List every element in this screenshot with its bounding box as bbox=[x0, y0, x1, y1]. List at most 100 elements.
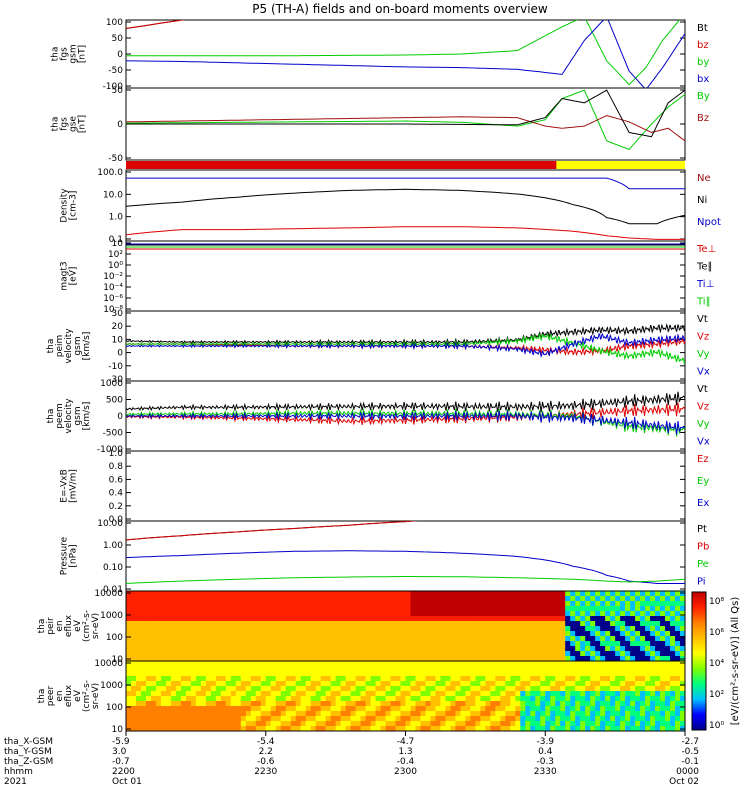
peer-spectrogram-cell bbox=[126, 706, 132, 712]
peir-spectrogram-cell bbox=[335, 651, 342, 657]
peer-spectrogram-cell bbox=[420, 696, 426, 702]
peir-spectrogram-cell bbox=[455, 611, 461, 617]
peer-spectrogram-cell bbox=[300, 661, 307, 667]
peir-spectrogram-cell bbox=[530, 641, 536, 647]
peer-spectrogram-cell bbox=[330, 686, 337, 692]
peir-spectrogram-cell bbox=[275, 596, 282, 602]
peir-spectrogram-cell bbox=[325, 596, 332, 602]
peer-spectrogram-cell bbox=[495, 686, 501, 692]
peer-spectrogram-cell bbox=[530, 716, 536, 722]
peir-spectrogram-cell bbox=[365, 646, 372, 652]
peer-spectrogram-cell bbox=[605, 706, 611, 712]
peer-spectrogram-cell bbox=[210, 691, 217, 697]
peim-velocity-ylabel: tha peim velocity gsm [km/s] bbox=[46, 328, 92, 364]
peer-spectrogram-ylabel-line: sr-eV) bbox=[91, 683, 101, 709]
peir-spectrogram-cell bbox=[505, 636, 511, 642]
peer-spectrogram-cell bbox=[370, 681, 377, 687]
peer-spectrogram-cell bbox=[660, 666, 666, 672]
peer-spectrogram-cell bbox=[610, 666, 616, 672]
peir-spectrogram-cell bbox=[585, 636, 591, 642]
peir-spectrogram-cell bbox=[325, 651, 332, 657]
peir-spectrogram-cell bbox=[480, 641, 486, 647]
peir-spectrogram-cell bbox=[490, 636, 496, 642]
peir-spectrogram-cell bbox=[290, 631, 297, 637]
peir-spectrogram-cell bbox=[190, 641, 197, 647]
peer-spectrogram-cell bbox=[385, 721, 392, 727]
peer-spectrogram-cell bbox=[460, 701, 466, 707]
peir-spectrogram-cell bbox=[480, 636, 486, 642]
peer-spectrogram-cell bbox=[510, 661, 516, 667]
peir-spectrogram-cell bbox=[390, 611, 397, 617]
peir-spectrogram-cell bbox=[255, 601, 262, 607]
peir-spectrogram-cell bbox=[540, 611, 546, 617]
peir-spectrogram-cell bbox=[445, 606, 451, 612]
peer-spectrogram-cell bbox=[150, 676, 157, 682]
peer-spectrogram-cell bbox=[370, 721, 377, 727]
peer-spectrogram-cell bbox=[305, 701, 312, 707]
peer-spectrogram-cell bbox=[390, 661, 397, 667]
peer-spectrogram-cell bbox=[625, 721, 631, 727]
peer-spectrogram-cell bbox=[550, 661, 556, 667]
peer-spectrogram-cell bbox=[260, 691, 267, 697]
peir-spectrogram-cell bbox=[500, 611, 506, 617]
peer-spectrogram-cell bbox=[140, 666, 147, 672]
peer-spectrogram-cell bbox=[340, 681, 347, 687]
peem-velocity-ylabel-line: peem bbox=[55, 403, 65, 429]
peer-spectrogram-cell bbox=[560, 691, 566, 697]
peer-spectrogram-cell bbox=[200, 696, 207, 702]
peir-spectrogram-cell bbox=[210, 651, 217, 657]
peir-spectrogram-cell bbox=[400, 631, 406, 637]
peer-spectrogram-cell bbox=[580, 666, 586, 672]
peir-spectrogram-cell bbox=[270, 596, 277, 602]
peir-spectrogram-cell bbox=[280, 656, 287, 662]
pressure-ytick-label: 1.00 bbox=[103, 541, 123, 551]
peir-spectrogram-cell bbox=[605, 596, 611, 602]
peir-spectrogram-cell bbox=[370, 621, 377, 627]
peer-spectrogram-cell bbox=[385, 711, 392, 717]
peir-spectrogram-cell bbox=[430, 646, 436, 652]
peir-spectrogram-cell bbox=[535, 611, 541, 617]
peir-spectrogram-cell bbox=[605, 641, 611, 647]
peer-spectrogram-cell bbox=[435, 686, 441, 692]
peir-spectrogram-cell bbox=[415, 626, 421, 632]
peir-spectrogram-cell bbox=[285, 611, 292, 617]
peer-spectrogram-cell bbox=[670, 681, 676, 687]
fgs-gse-ylabel: tha fgs gse [nT] bbox=[51, 115, 88, 133]
peer-spectrogram-cell bbox=[580, 691, 586, 697]
peer-spectrogram-cell bbox=[150, 686, 157, 692]
peer-spectrogram-cell bbox=[280, 676, 287, 682]
peer-spectrogram-cell bbox=[280, 686, 287, 692]
peir-spectrogram-cell bbox=[280, 611, 287, 617]
peer-spectrogram-cell bbox=[430, 686, 436, 692]
peir-spectrogram-cell bbox=[620, 616, 626, 622]
peer-spectrogram-cell bbox=[390, 696, 397, 702]
peer-spectrogram-cell bbox=[210, 716, 217, 722]
peir-spectrogram-cell bbox=[515, 591, 521, 597]
peir-spectrogram-cell bbox=[285, 646, 292, 652]
peer-spectrogram-cell bbox=[285, 721, 292, 727]
peir-spectrogram-cell bbox=[300, 596, 307, 602]
peir-spectrogram-cell bbox=[645, 611, 651, 617]
peer-spectrogram-cell bbox=[575, 706, 581, 712]
peer-spectrogram-cell bbox=[530, 706, 536, 712]
peer-spectrogram-cell bbox=[505, 671, 511, 677]
peer-spectrogram-cell bbox=[635, 681, 641, 687]
peir-spectrogram-cell bbox=[210, 636, 217, 642]
peer-spectrogram-cell bbox=[610, 696, 616, 702]
density-series-Ni bbox=[126, 188, 685, 225]
peer-spectrogram-cell bbox=[175, 661, 182, 667]
peir-spectrogram-cell bbox=[470, 656, 476, 662]
peer-spectrogram-cell bbox=[350, 696, 357, 702]
peer-spectrogram-cell bbox=[445, 711, 451, 717]
peer-spectrogram-cell bbox=[270, 671, 277, 677]
peer-spectrogram-cell bbox=[550, 686, 556, 692]
peer-spectrogram-cell bbox=[575, 666, 581, 672]
peir-spectrogram-cell bbox=[450, 596, 456, 602]
peir-spectrogram-cell bbox=[460, 601, 466, 607]
peir-spectrogram-cell bbox=[130, 636, 137, 642]
peir-spectrogram-cell bbox=[340, 611, 347, 617]
peir-spectrogram-cell bbox=[485, 656, 491, 662]
peir-spectrogram-cell bbox=[630, 611, 636, 617]
peir-spectrogram-cell bbox=[450, 641, 456, 647]
peir-spectrogram-cell bbox=[130, 646, 137, 652]
